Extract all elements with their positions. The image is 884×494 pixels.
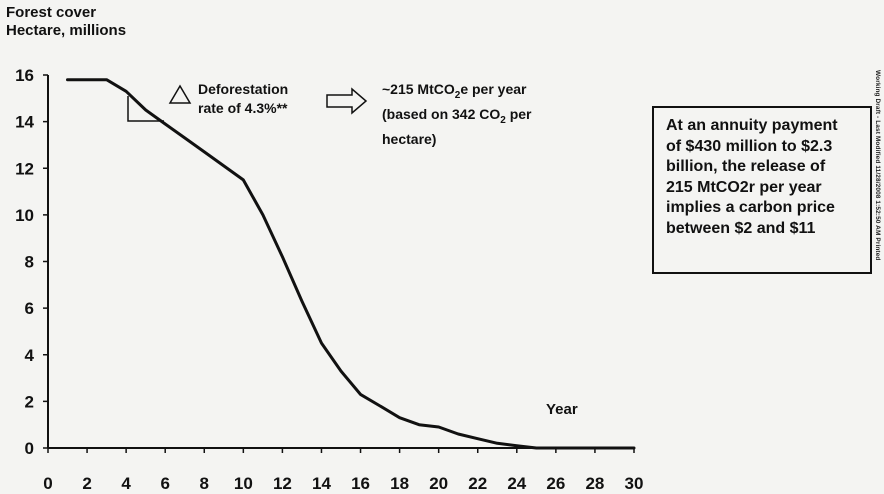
- slope-indicator: [127, 96, 164, 122]
- y-axis-unit-label: Hectare, millions: [6, 22, 127, 39]
- y-tick-label: 16: [15, 66, 34, 85]
- chart-title: Forest cover: [6, 4, 97, 21]
- y-tick-label: 6: [25, 299, 34, 318]
- emissions-line2: (based on 342 CO2 per: [382, 105, 532, 130]
- carbon-price-callout: At an annuity payment of $430 million to…: [652, 106, 872, 274]
- x-tick-label: 2: [82, 474, 91, 493]
- forest-cover-series-line: [66, 78, 636, 450]
- x-axis-label: Year: [546, 401, 578, 418]
- x-tick-label: 24: [507, 474, 526, 493]
- delta-triangle-icon: [168, 84, 192, 104]
- emissions-line2-b: per: [505, 105, 532, 122]
- x-tick-label: 14: [312, 474, 331, 493]
- x-tick-label: 22: [468, 474, 487, 493]
- x-tick-label: 8: [200, 474, 209, 493]
- x-tick-label: 30: [625, 474, 644, 493]
- emissions-line1-sub: 2: [454, 89, 461, 101]
- y-tick-label: 4: [25, 346, 35, 365]
- y-tick-label: 10: [15, 206, 34, 225]
- deforestation-label-line2: rate of 4.3%**: [198, 100, 288, 116]
- x-tick-label: 28: [585, 474, 604, 493]
- callout-line: between $2 and $11: [666, 219, 816, 237]
- callout-line: implies a carbon price: [666, 199, 835, 216]
- emissions-annotation: ~215 MtCO2e per year (based on 342 CO2 p…: [382, 80, 532, 149]
- emissions-line2-a: (based on 342 CO: [382, 105, 501, 122]
- deforestation-label-line1: Deforestation: [198, 81, 289, 97]
- callout-line: 215 MtCO2r per year: [666, 178, 822, 196]
- callout-line: billion, the release of: [666, 158, 826, 175]
- right-arrow-icon: [326, 87, 368, 115]
- emissions-line3: hectare): [382, 130, 437, 147]
- emissions-line1-a: ~215 MtCO: [382, 81, 455, 97]
- deforestation-annotation: Deforestation rate of 4.3%**: [198, 80, 288, 118]
- x-tick-label: 12: [273, 474, 292, 493]
- x-tick-label: 26: [546, 474, 565, 493]
- emissions-line1: ~215 MtCO2e per year: [382, 80, 532, 105]
- emissions-line1-b: e per year: [460, 81, 527, 97]
- y-tick-label: 8: [25, 253, 34, 272]
- y-tick-label: 2: [25, 392, 34, 411]
- x-tick-label: 0: [43, 474, 52, 493]
- x-tick-label: 20: [429, 474, 448, 493]
- x-tick-label: 10: [234, 474, 253, 493]
- x-tick-label: 4: [121, 474, 131, 493]
- emissions-line2-sub: 2: [500, 114, 506, 126]
- x-tick-label: 6: [160, 474, 169, 493]
- x-tick-label: 18: [390, 474, 409, 493]
- y-tick-label: 12: [15, 159, 34, 178]
- callout-line: of $430 million to $2.3: [666, 137, 833, 155]
- y-tick-label: 0: [25, 439, 34, 458]
- x-tick-label: 16: [351, 474, 370, 493]
- working-draft-note: Working Draft - Last Modified 11/28/2008…: [874, 70, 881, 261]
- y-tick-label: 14: [15, 113, 34, 132]
- callout-line: At an annuity payment: [666, 117, 838, 134]
